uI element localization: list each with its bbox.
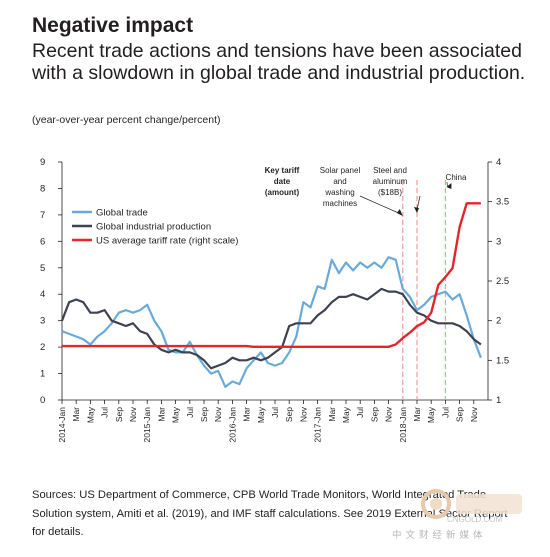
x-tick-label: May [256, 406, 266, 423]
x-tick-label: Jul [270, 407, 280, 418]
x-tick-label: Nov [298, 406, 308, 422]
x-tick-label: May [171, 406, 181, 423]
y-right-tick-label: 1 [496, 395, 501, 406]
annotation-arrow [416, 195, 421, 211]
annotation-arrow-head [396, 209, 403, 216]
watermark-url: CNGOLD.COM [447, 515, 503, 524]
event-label-solar: and [333, 177, 346, 186]
y-left-tick-label: 9 [40, 157, 45, 168]
legend-entry: Global industrial production [96, 222, 211, 233]
industrial-production-line [60, 287, 482, 370]
annotation-arrow-head [446, 183, 452, 189]
y-left-tick-label: 7 [40, 210, 45, 221]
y-right-tick-label: 3 [496, 236, 501, 247]
legend-entry: US average tariff rate (right scale) [96, 236, 238, 247]
global-trade-line [61, 256, 482, 388]
x-tick-label: Nov [128, 406, 138, 422]
x-tick-label: Nov [469, 406, 479, 422]
x-tick-label: Sep [114, 407, 124, 422]
event-label-steel: Steel and [373, 166, 407, 175]
annotation-header: (amount) [265, 188, 300, 197]
x-tick-label: 2018-Jan [398, 407, 408, 443]
y-right-tick-label: 2 [496, 316, 501, 327]
line-chart: 0 1 2 3 4 5 6 7 8 9 1 1.5 2 2.5 3 3.5 4 2014-Jan Mar May Jul… [40, 157, 509, 443]
y-left-tick-label: 6 [40, 236, 45, 247]
tariff-rate-line [62, 202, 481, 348]
y-right-tick-label: 2.5 [496, 276, 509, 287]
x-tick-label: May [426, 406, 436, 423]
event-label-china: China [446, 173, 467, 182]
x-tick-label: Jul [100, 407, 110, 418]
y-right-tick-label: 1.5 [496, 355, 509, 366]
y-left-tick-label: 5 [40, 263, 45, 274]
x-tick-label: Sep [455, 407, 465, 422]
x-tick-label: 2015-Jan [142, 407, 152, 443]
event-label-solar: Solar panel [320, 166, 361, 175]
x-tick-label: Sep [199, 407, 209, 422]
x-tick-label: Mar [412, 407, 422, 422]
units-note: (year-over-year percent change/percent) [32, 114, 221, 126]
y-left-tick-label: 3 [40, 316, 45, 327]
x-tick-label: 2016-Jan [227, 407, 237, 443]
event-label-steel: aluminum [373, 177, 408, 186]
event-label-solar: machines [323, 199, 357, 208]
y-right-tick-label: 3.5 [496, 197, 509, 208]
x-tick-label: Mar [156, 407, 166, 422]
x-tick-label: Sep [369, 407, 379, 422]
x-tick-label: May [85, 406, 95, 423]
x-tick-label: Mar [71, 407, 81, 422]
annotation-arrow-head [414, 207, 419, 213]
x-tick-label: Jul [185, 407, 195, 418]
x-tick-label: Jul [355, 407, 365, 418]
watermark-text: 中文财经新媒体 [392, 530, 487, 541]
watermark-logo [421, 489, 522, 519]
x-tick-label: Nov [213, 406, 223, 422]
source-note: Sources: US Department of Commerce, CPB … [32, 489, 508, 538]
x-tick-label: Mar [242, 407, 252, 422]
chart-title: Negative impact [32, 14, 194, 37]
x-tick-label: 2014-Jan [57, 407, 67, 443]
chart-subtitle: Recent trade actions and tensions have b… [32, 40, 526, 84]
y-left-tick-label: 1 [40, 369, 45, 380]
annotation-header: Key tariff [265, 166, 300, 175]
event-label-steel: ($18B) [378, 188, 402, 197]
x-tick-label: Sep [284, 407, 294, 422]
x-tick-label: 2017-Jan [313, 407, 323, 443]
x-tick-label: Nov [384, 406, 394, 422]
y-left-tick-label: 4 [40, 289, 45, 300]
y-left-tick-label: 0 [40, 395, 45, 406]
event-label-solar: washing [324, 188, 354, 197]
legend-entry: Global trade [96, 208, 148, 219]
x-tick-label: May [341, 406, 351, 423]
x-tick-label: Mar [327, 407, 337, 422]
y-left-tick-label: 2 [40, 342, 45, 353]
annotation-arrow [359, 195, 401, 215]
y-left-tick-label: 8 [40, 183, 45, 194]
y-right-tick-label: 4 [496, 157, 501, 168]
x-tick-label: Jul [440, 407, 450, 418]
annotation-header: date [274, 177, 291, 186]
